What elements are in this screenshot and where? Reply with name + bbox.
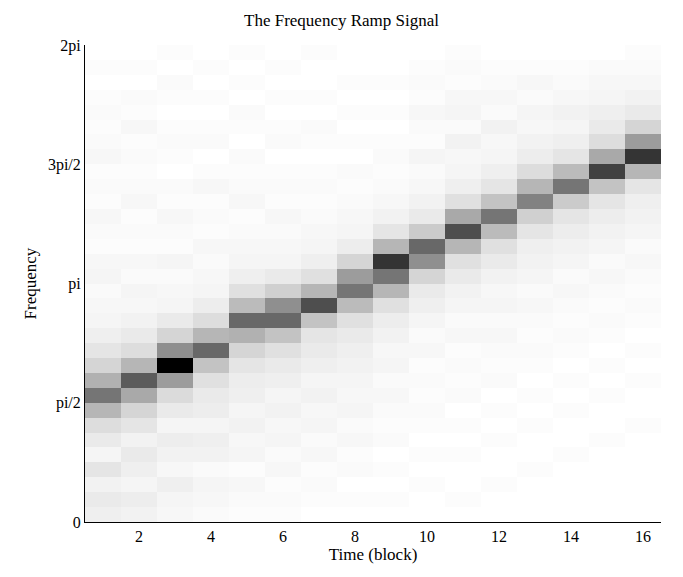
svg-text:pi: pi [68,275,81,293]
svg-text:12: 12 [491,528,507,545]
svg-text:10: 10 [419,528,435,545]
svg-text:2: 2 [135,528,143,545]
svg-text:2pi: 2pi [60,37,81,55]
svg-text:4: 4 [207,528,215,545]
svg-text:16: 16 [635,528,651,545]
svg-text:Time (block): Time (block) [329,545,418,564]
svg-text:0: 0 [73,514,81,531]
svg-text:pi/2: pi/2 [56,394,81,412]
svg-text:6: 6 [279,528,287,545]
svg-text:3pi/2: 3pi/2 [48,156,81,174]
svg-text:Frequency: Frequency [21,247,40,319]
svg-text:The Frequency Ramp Signal: The Frequency Ramp Signal [244,11,439,30]
svg-text:14: 14 [563,528,579,545]
svg-text:8: 8 [351,528,359,545]
